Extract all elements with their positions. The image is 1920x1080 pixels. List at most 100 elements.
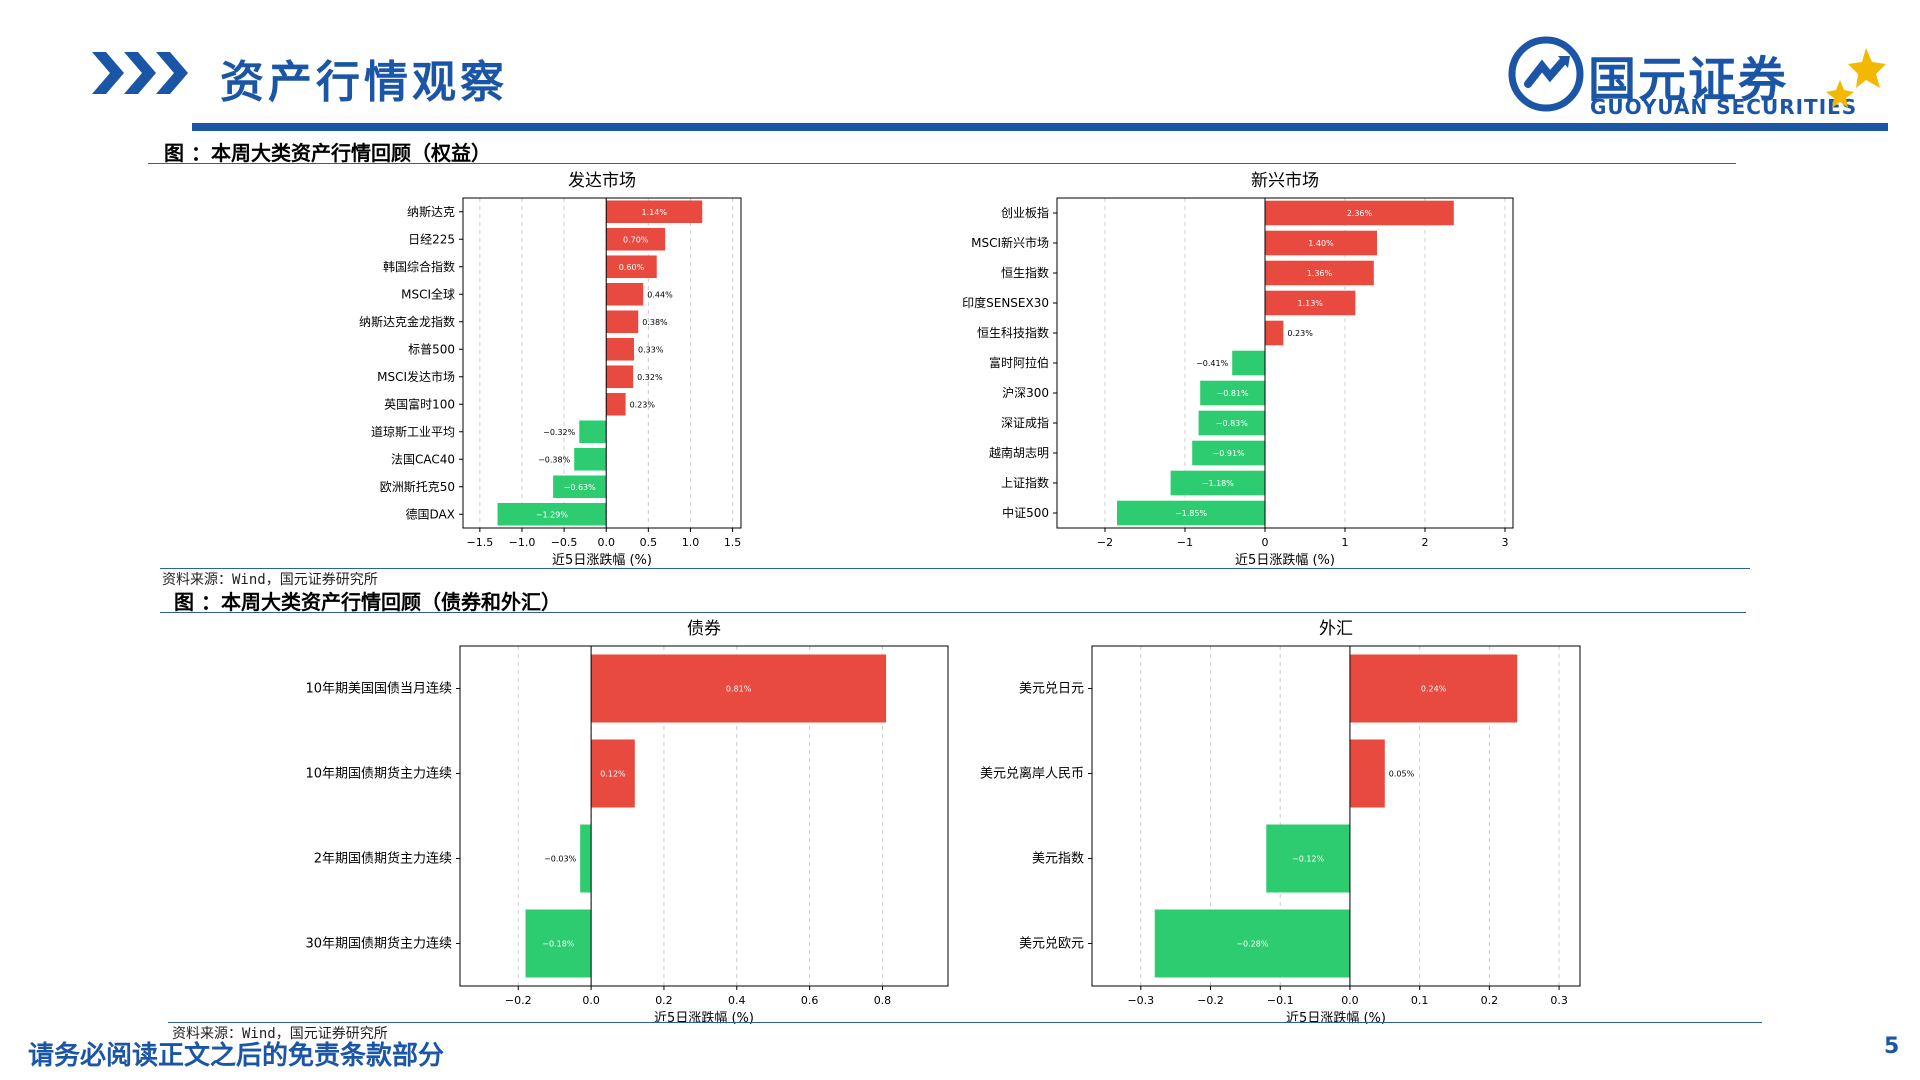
x-axis-label: 近5日涨跌幅 (%) [1235, 552, 1335, 568]
bar [1265, 260, 1374, 286]
bar [574, 447, 607, 471]
category-label: 德国DAX [406, 506, 455, 521]
data-label: −0.81% [1217, 389, 1250, 398]
category-label: 道琼斯工业平均 [371, 424, 455, 439]
bar [591, 654, 887, 723]
chevron-arrows-icon [92, 52, 188, 94]
x-tick-label: 0.0 [597, 536, 615, 549]
source-note-bonds-fx: 资料来源：Wind，国元证券研究所 [172, 1026, 388, 1042]
category-label: 10年期国债期货主力连续 [305, 766, 452, 782]
bar [1192, 440, 1265, 466]
bar [525, 909, 592, 978]
data-label: 0.33% [638, 345, 664, 354]
category-label: MSCI新兴市场 [971, 235, 1049, 250]
category-label: 创业板指 [1001, 205, 1049, 220]
data-label: 0.23% [630, 400, 656, 409]
data-label: 0.24% [1421, 685, 1447, 694]
x-tick-label: −0.2 [1197, 994, 1224, 1007]
chart-title: 债券 [687, 619, 721, 639]
x-tick-label: 0.0 [582, 994, 600, 1007]
x-tick-label: 2 [1422, 536, 1429, 549]
data-label: 1.40% [1308, 239, 1334, 248]
x-tick-label: 0.5 [640, 536, 658, 549]
x-axis-label: 近5日涨跌幅 (%) [552, 552, 652, 568]
footer-disclaimer: 请务必阅读正文之后的免责条款部分 [28, 1041, 445, 1071]
x-tick-label: −1 [1177, 536, 1193, 549]
data-label: 0.12% [600, 770, 626, 779]
figure-title-bonds-fx: 图 ：本周大类资产行情回顾（债券和外汇） [174, 590, 561, 614]
category-label: 英国富时100 [384, 396, 455, 411]
bar [1266, 824, 1350, 893]
chart-title: 外汇 [1319, 619, 1353, 639]
x-axis-label: 近5日涨跌幅 (%) [654, 1010, 754, 1026]
x-tick-label: 1.5 [724, 536, 742, 549]
bar [1200, 380, 1265, 406]
data-label: −0.12% [1292, 855, 1325, 864]
x-tick-label: 0.1 [1411, 994, 1429, 1007]
data-label: −0.63% [564, 483, 597, 492]
plot-frame [459, 645, 949, 987]
x-tick-label: 0.2 [655, 994, 673, 1007]
bar [497, 502, 607, 526]
page-number: 5 [1884, 1034, 1900, 1059]
category-label: 富时阿拉伯 [989, 355, 1049, 370]
bar [606, 227, 666, 251]
x-tick-label: 0.8 [874, 994, 892, 1007]
bar [606, 282, 644, 306]
star-decoration-icon [1826, 48, 1886, 108]
data-label: −1.29% [536, 510, 569, 519]
x-tick-label: −2 [1097, 536, 1113, 549]
x-tick-label: −0.3 [1127, 994, 1154, 1007]
plot-frame [462, 197, 742, 529]
data-label: 1.14% [642, 208, 668, 217]
x-tick-label: 0 [1262, 536, 1269, 549]
category-label: 韩国综合指数 [383, 259, 455, 274]
category-label: MSCI全球 [401, 286, 455, 301]
chart-emerging-markets: 新兴市场 −2 −1 0 1 2 3 创业板指 2.36% MSCI新兴市场 1.40% 恒生指数 1.… [962, 171, 1514, 568]
category-label: 美元兑欧元 [1019, 937, 1084, 952]
category-label: 2年期国债期货主力连续 [314, 851, 452, 867]
bar [606, 200, 703, 224]
data-label: −1.18% [1202, 479, 1235, 488]
bar [591, 739, 635, 808]
data-label: 1.36% [1307, 269, 1333, 278]
chart-title: 发达市场 [568, 171, 636, 191]
category-label: 30年期国债期货主力连续 [305, 936, 452, 952]
data-label: 0.38% [642, 318, 668, 327]
category-label: MSCI发达市场 [377, 369, 455, 384]
x-tick-label: −0.2 [505, 994, 532, 1007]
data-label: −0.18% [542, 940, 575, 949]
data-label: −0.28% [1236, 940, 1269, 949]
x-tick-label: 0.4 [728, 994, 746, 1007]
bar [606, 255, 657, 279]
guoyuan-logo-icon [1508, 36, 1584, 112]
source-note-equity: 资料来源：Wind，国元证券研究所 [162, 572, 378, 588]
data-label: −0.38% [538, 455, 571, 464]
category-label: 印度SENSEX30 [962, 295, 1049, 310]
figure-rule [148, 163, 1736, 164]
data-label: 0.60% [619, 263, 645, 272]
data-label: 0.32% [637, 373, 663, 382]
data-label: 0.81% [726, 685, 752, 694]
data-label: 1.13% [1297, 299, 1323, 308]
x-tick-label: 0.0 [1341, 994, 1359, 1007]
category-label: 美元兑离岸人民币 [980, 766, 1084, 782]
page-title: 资产行情观察 [220, 57, 508, 108]
bar [606, 337, 635, 361]
category-label: 中证500 [1002, 505, 1049, 520]
x-tick-label: 0.2 [1481, 994, 1499, 1007]
bar [1265, 230, 1377, 256]
figure-rule [160, 612, 1746, 613]
bar [1265, 290, 1356, 316]
chart-fx: 外汇 −0.3 −0.2 −0.1 0.0 0.1 0.2 0.3 美元兑日元 0.24% 美元兑离… [980, 619, 1581, 1026]
data-label: −1.85% [1175, 509, 1208, 518]
data-label: −0.91% [1213, 449, 1246, 458]
bar [579, 420, 607, 444]
category-label: 深证成指 [1001, 415, 1049, 430]
bar [1265, 200, 1454, 226]
x-tick-label: −0.1 [1267, 994, 1294, 1007]
data-label: 0.05% [1389, 770, 1415, 779]
bar [606, 310, 639, 334]
bar [1198, 410, 1265, 436]
source-rule [160, 568, 1750, 569]
